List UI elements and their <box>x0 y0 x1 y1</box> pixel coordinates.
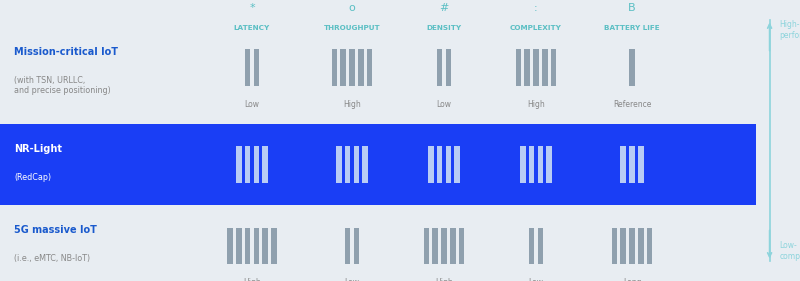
Bar <box>621 146 626 183</box>
Text: #: # <box>439 3 449 13</box>
Text: (i.e., eMTC, NB-IoT): (i.e., eMTC, NB-IoT) <box>14 254 90 263</box>
Bar <box>0 124 756 205</box>
Bar <box>331 49 338 86</box>
Text: Low: Low <box>245 100 259 109</box>
Bar <box>345 228 350 264</box>
Bar <box>227 228 233 264</box>
Bar <box>245 146 250 183</box>
Bar <box>621 228 626 264</box>
Bar <box>630 49 635 86</box>
Bar <box>638 228 644 264</box>
Bar <box>236 146 242 183</box>
Bar <box>354 228 359 264</box>
Bar <box>262 146 268 183</box>
Text: THROUGHPUT: THROUGHPUT <box>324 25 380 31</box>
Text: Low: Low <box>529 278 543 281</box>
Bar <box>236 228 242 264</box>
Bar <box>254 146 259 183</box>
Bar <box>538 146 543 183</box>
Text: High: High <box>527 100 545 109</box>
Text: (RedCap): (RedCap) <box>14 173 51 182</box>
Text: BATTERY LIFE: BATTERY LIFE <box>604 25 660 31</box>
Bar <box>271 228 277 264</box>
Bar <box>442 228 447 264</box>
Text: 5G massive IoT: 5G massive IoT <box>14 225 98 235</box>
Bar <box>538 228 543 264</box>
Text: Low-
complexity: Low- complexity <box>779 241 800 261</box>
Bar <box>362 146 368 183</box>
Bar <box>366 49 372 86</box>
Text: Low: Low <box>345 278 359 281</box>
Bar <box>647 228 653 264</box>
Bar <box>446 49 451 86</box>
Bar <box>437 49 442 86</box>
Text: LATENCY: LATENCY <box>234 25 270 31</box>
Text: Reference: Reference <box>613 100 651 109</box>
Bar <box>450 228 456 264</box>
Bar <box>254 49 259 86</box>
Text: High-
performance: High- performance <box>779 20 800 40</box>
Bar <box>638 146 644 183</box>
Bar <box>437 146 442 183</box>
Bar <box>345 146 350 183</box>
Text: NR-Light: NR-Light <box>14 144 62 154</box>
Text: Mission-critical IoT: Mission-critical IoT <box>14 47 118 57</box>
Text: o: o <box>349 3 355 13</box>
Text: B: B <box>628 3 636 13</box>
Bar <box>551 49 557 86</box>
Bar <box>525 49 530 86</box>
Bar <box>630 146 635 183</box>
Bar <box>529 228 534 264</box>
Bar <box>245 228 250 264</box>
Bar <box>433 228 438 264</box>
Bar <box>546 146 552 183</box>
Text: Low: Low <box>437 100 451 109</box>
Bar <box>424 228 430 264</box>
Text: :: : <box>534 3 538 13</box>
Text: High: High <box>243 278 261 281</box>
Text: High: High <box>435 278 453 281</box>
Bar <box>336 146 342 183</box>
Text: High: High <box>343 100 361 109</box>
Bar <box>542 49 548 86</box>
Bar <box>354 146 359 183</box>
Bar <box>520 146 526 183</box>
Text: Long: Long <box>622 278 642 281</box>
Bar <box>349 49 355 86</box>
Bar <box>358 49 363 86</box>
Text: COMPLEXITY: COMPLEXITY <box>510 25 562 31</box>
Bar <box>459 228 465 264</box>
Text: *: * <box>249 3 255 13</box>
Bar <box>612 228 618 264</box>
Bar <box>454 146 460 183</box>
Bar <box>534 49 539 86</box>
Bar <box>341 49 346 86</box>
Bar <box>516 49 522 86</box>
Text: DENSITY: DENSITY <box>426 25 462 31</box>
Bar <box>245 49 250 86</box>
Bar <box>529 146 534 183</box>
Text: (with TSN, URLLC,
and precise positioning): (with TSN, URLLC, and precise positionin… <box>14 76 111 95</box>
Bar <box>630 228 635 264</box>
Bar <box>254 228 259 264</box>
Bar <box>446 146 451 183</box>
Bar <box>428 146 434 183</box>
Bar <box>262 228 268 264</box>
